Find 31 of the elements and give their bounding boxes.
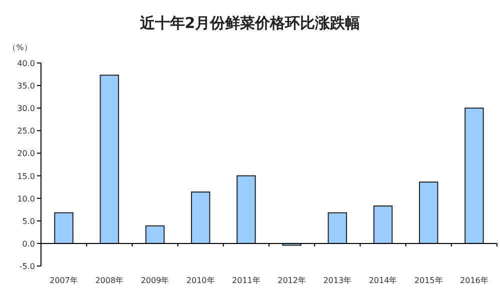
y-tick-label: 15.0 — [17, 172, 35, 181]
bar — [464, 108, 484, 244]
y-tick-label: 30.0 — [17, 104, 35, 114]
x-tick-label: 2007年 — [50, 276, 78, 285]
y-tick-label: -5.0 — [19, 262, 35, 271]
x-tick-label: 2009年 — [140, 276, 170, 285]
bar — [328, 212, 348, 244]
y-axis-title: （%） — [8, 43, 32, 52]
bar — [236, 175, 256, 244]
x-tick-label: 2015年 — [414, 276, 443, 285]
bar — [100, 74, 120, 244]
bar — [418, 182, 438, 244]
y-tick-label: 20.0 — [17, 149, 35, 158]
bar — [190, 192, 210, 244]
x-tick-label: 2011年 — [232, 276, 260, 285]
chart-title: 近十年2月份鲜菜价格环比涨跌幅 — [138, 14, 360, 32]
x-tick-label: 2013年 — [323, 276, 352, 285]
bar — [145, 225, 165, 244]
y-tick-label: 10.0 — [17, 194, 35, 204]
y-tick-label: 35.0 — [17, 82, 35, 91]
x-tick-label: 2012年 — [278, 276, 306, 285]
x-tick-label: 2008年 — [95, 276, 124, 285]
y-tick-label: 25.0 — [17, 126, 35, 136]
bar — [373, 206, 393, 244]
bar — [54, 212, 74, 244]
x-tick-label: 2014年 — [368, 276, 398, 285]
x-tick-label: 2016年 — [460, 276, 488, 285]
y-tick-label: 40.0 — [17, 59, 35, 68]
y-tick-label: 5.0 — [22, 216, 35, 226]
y-tick-label: 0.0 — [22, 239, 35, 248]
x-tick-label: 2010年 — [186, 276, 215, 285]
